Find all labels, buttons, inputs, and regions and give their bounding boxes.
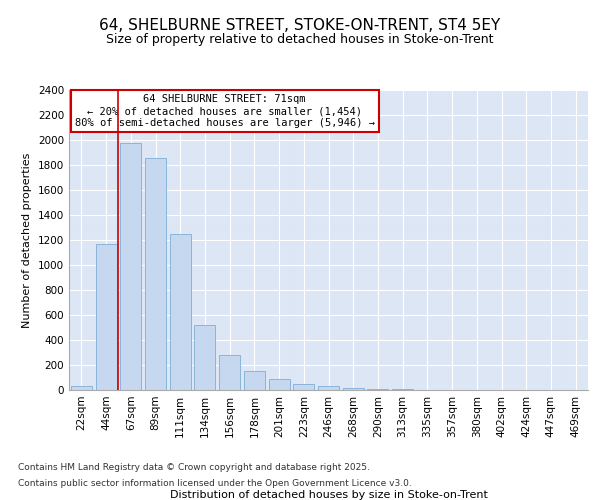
Text: 64 SHELBURNE STREET: 71sqm
← 20% of detached houses are smaller (1,454)
80% of s: 64 SHELBURNE STREET: 71sqm ← 20% of deta… bbox=[74, 94, 374, 128]
Bar bbox=[120, 142, 141, 390]
Bar bbox=[318, 386, 339, 390]
Bar bbox=[194, 325, 215, 390]
Text: 64, SHELBURNE STREET, STOKE-ON-TRENT, ST4 5EY: 64, SHELBURNE STREET, STOKE-ON-TRENT, ST… bbox=[100, 18, 500, 32]
Text: Contains public sector information licensed under the Open Government Licence v3: Contains public sector information licen… bbox=[18, 478, 412, 488]
Bar bbox=[343, 388, 364, 390]
Y-axis label: Number of detached properties: Number of detached properties bbox=[22, 152, 32, 328]
Text: Size of property relative to detached houses in Stoke-on-Trent: Size of property relative to detached ho… bbox=[106, 32, 494, 46]
Bar bbox=[367, 389, 388, 390]
Bar bbox=[244, 371, 265, 390]
Bar bbox=[95, 244, 116, 390]
X-axis label: Distribution of detached houses by size in Stoke-on-Trent: Distribution of detached houses by size … bbox=[170, 490, 487, 500]
Bar bbox=[170, 234, 191, 390]
Bar bbox=[219, 355, 240, 390]
Text: Contains HM Land Registry data © Crown copyright and database right 2025.: Contains HM Land Registry data © Crown c… bbox=[18, 464, 370, 472]
Bar bbox=[293, 384, 314, 390]
Bar bbox=[269, 379, 290, 390]
Bar bbox=[145, 158, 166, 390]
Bar bbox=[71, 386, 92, 390]
